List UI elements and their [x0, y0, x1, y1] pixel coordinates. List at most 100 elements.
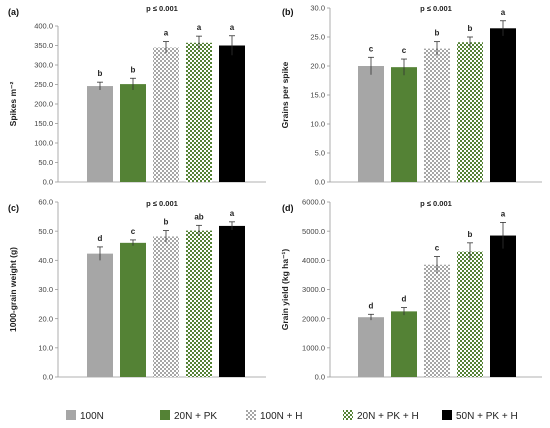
significance-label: p ≤ 0.001 [420, 199, 452, 208]
bar-50n-pk-h [219, 45, 245, 182]
significance-letter: a [197, 23, 202, 32]
bar-100n-h [424, 264, 450, 377]
legend-swatch [160, 410, 170, 420]
y-tick-label: 15.0 [310, 91, 325, 100]
y-axis-label: 1000-grain weight (g) [8, 247, 18, 332]
significance-letter: b [468, 24, 473, 33]
legend-item: 20N + PK [160, 410, 217, 422]
y-tick-label: 200.0 [34, 100, 53, 109]
significance-letter: c [131, 227, 136, 236]
y-tick-label: 0.0 [315, 178, 325, 187]
bar-20n-pk-h [457, 42, 483, 182]
bar-20n-pk [391, 311, 417, 377]
legend-item: 50N + PK + H [442, 410, 518, 422]
significance-letter: d [369, 301, 374, 310]
chart-panel-4: (d) p ≤ 0.001 0.0 1000.0 2000.0 3000.0 4000.0 5… [280, 198, 542, 382]
chart-panel-3: (c) p ≤ 0.001 0.0 10.0 20.0 30.0 40.0 50.0 60.0 1… [8, 198, 266, 382]
bar-100n [87, 86, 113, 182]
bar-100n-h [424, 48, 450, 182]
y-tick-label: 1000.0 [302, 343, 325, 352]
significance-letter: c [369, 44, 374, 53]
legend-item: 100N + H [246, 410, 303, 422]
bar-100n-h [153, 236, 179, 377]
y-tick-label: 0.0 [43, 373, 53, 382]
y-tick-label: 3000.0 [302, 285, 325, 294]
legend-item: 100N [66, 410, 104, 422]
chart-panel-1: (a) p ≤ 0.001 0.0 50.0 100.0 150.0 200.0 250.0 3… [8, 4, 266, 187]
y-tick-label: 10.0 [310, 120, 325, 129]
y-tick-label: 400.0 [34, 22, 53, 31]
y-tick-label: 100.0 [34, 139, 53, 148]
bar-20n-pk [120, 84, 146, 182]
significance-letter: b [435, 29, 440, 38]
significance-letter: c [402, 46, 407, 55]
significance-letter: d [98, 234, 103, 243]
significance-letter: c [435, 244, 440, 253]
y-tick-label: 20.0 [38, 314, 53, 323]
significance-letter: ab [194, 212, 203, 221]
y-tick-label: 0.0 [43, 178, 53, 187]
y-tick-label: 0.0 [315, 373, 325, 382]
significance-letter: a [164, 29, 169, 38]
y-axis-label: Grain yield (kg ha⁻¹) [280, 249, 290, 331]
legend-swatch [343, 410, 353, 420]
y-tick-label: 50.0 [38, 227, 53, 236]
panel-label: (a) [8, 7, 19, 17]
legend: 100N 20N + PK 100N + H 20N + PK + H 50N + PK… [66, 410, 518, 422]
bar-100n-h [153, 47, 179, 183]
panel-label: (c) [8, 203, 19, 213]
y-axis-label: Spikes m⁻² [8, 82, 18, 127]
y-tick-label: 5.0 [315, 149, 325, 158]
bar-50n-pk-h [219, 225, 245, 377]
legend-label: 20N + PK [174, 411, 217, 422]
y-tick-label: 50.0 [38, 158, 53, 167]
y-tick-label: 2000.0 [302, 314, 325, 323]
bar-50n-pk-h [490, 28, 516, 182]
chart-panel-2: (b) p ≤ 0.001 0.0 5.0 10.0 15.0 20.0 25.0 30.0 Gr… [280, 4, 542, 187]
bar-100n [358, 317, 384, 377]
significance-label: p ≤ 0.001 [146, 4, 178, 13]
y-tick-label: 20.0 [310, 62, 325, 71]
significance-letter: b [164, 218, 169, 227]
bar-50n-pk-h [490, 235, 516, 377]
y-tick-label: 4000.0 [302, 256, 325, 265]
legend-label: 100N + H [260, 411, 303, 422]
significance-letter: a [501, 209, 506, 218]
bar-20n-pk-h [186, 42, 212, 182]
legend-swatch [442, 410, 452, 420]
bar-20n-pk-h [186, 230, 212, 377]
legend-label: 100N [80, 411, 104, 422]
y-tick-label: 30.0 [38, 285, 53, 294]
legend-label: 50N + PK + H [456, 411, 518, 422]
significance-letter: a [230, 23, 235, 32]
legend-swatch [246, 410, 256, 420]
significance-letter: b [131, 65, 136, 74]
legend-label: 20N + PK + H [357, 411, 419, 422]
significance-label: p ≤ 0.001 [420, 4, 452, 13]
panel-label: (b) [282, 7, 294, 17]
y-axis-label: Grains per spike [280, 61, 290, 128]
y-tick-label: 5000.0 [302, 227, 325, 236]
bar-20n-pk [391, 67, 417, 182]
y-tick-label: 10.0 [38, 343, 53, 352]
y-tick-label: 25.0 [310, 33, 325, 42]
significance-label: p ≤ 0.001 [146, 199, 178, 208]
y-tick-label: 150.0 [34, 119, 53, 128]
bar-20n-pk-h [457, 251, 483, 377]
significance-letter: a [230, 209, 235, 218]
y-tick-label: 60.0 [38, 198, 53, 207]
legend-swatch [66, 410, 76, 420]
y-tick-label: 30.0 [310, 4, 325, 13]
y-tick-label: 40.0 [38, 256, 53, 265]
bar-20n-pk [120, 242, 146, 377]
panel-label: (d) [282, 203, 294, 213]
y-tick-label: 6000.0 [302, 198, 325, 207]
bar-100n [87, 253, 113, 377]
y-tick-label: 350.0 [34, 41, 53, 50]
y-tick-label: 250.0 [34, 80, 53, 89]
bar-100n [358, 66, 384, 182]
legend-item: 20N + PK + H [343, 410, 419, 422]
significance-letter: d [402, 295, 407, 304]
significance-letter: a [501, 8, 506, 17]
